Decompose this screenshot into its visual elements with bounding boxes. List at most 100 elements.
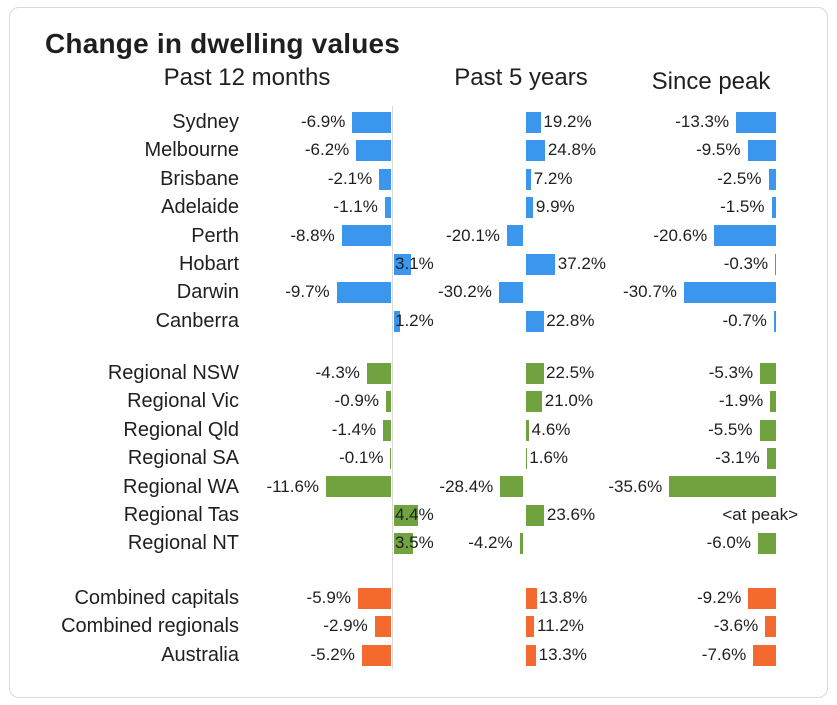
row-label: Darwin — [176, 281, 239, 304]
value-label: -0.3% — [723, 254, 769, 273]
zero-axis-line — [391, 106, 393, 669]
value-bar — [765, 616, 776, 638]
value-bar — [525, 504, 545, 526]
column-header-past-5-years: Past 5 years — [454, 64, 588, 91]
value-bar — [506, 225, 523, 247]
row-label: Canberra — [155, 309, 239, 332]
value-label: 4.6% — [531, 419, 571, 439]
row-label: Adelaide — [161, 196, 239, 219]
value-bar — [736, 111, 776, 133]
value-label: -2.1% — [327, 168, 373, 188]
value-label: 3.1% — [395, 254, 434, 273]
value-bar — [525, 111, 541, 133]
value-label: -0.1% — [339, 448, 384, 468]
value-label: -0.9% — [334, 391, 379, 411]
value-label: -2.5% — [717, 168, 762, 188]
value-label: -35.6% — [608, 476, 663, 496]
row-label: Melbourne — [144, 139, 239, 162]
value-label: 4.4% — [395, 505, 434, 524]
value-label: -20.1% — [446, 225, 500, 245]
value-bar — [714, 225, 776, 247]
value-label: 9.9% — [535, 197, 575, 217]
value-bar — [753, 644, 776, 666]
value-label: -2.9% — [323, 616, 368, 636]
value-label: -7.6% — [701, 644, 747, 664]
value-bar — [393, 533, 414, 555]
value-label: -20.6% — [653, 225, 708, 245]
value-label: -9.7% — [285, 282, 330, 302]
value-bar — [393, 310, 401, 332]
value-label: -30.2% — [437, 282, 492, 302]
value-label: -5.2% — [310, 644, 355, 664]
value-label: -1.1% — [333, 197, 378, 217]
value-label: 23.6% — [546, 505, 596, 524]
value-bar — [768, 168, 776, 190]
value-bar — [771, 196, 776, 218]
row-label: Sydney — [172, 111, 239, 133]
chart-title: Change in dwelling values — [45, 28, 401, 59]
row-label: Combined capitals — [74, 587, 239, 609]
value-label: 7.2% — [533, 168, 573, 188]
value-bar — [525, 196, 534, 218]
value-label: -6.9% — [300, 112, 346, 131]
value-label: 22.8% — [546, 310, 595, 330]
value-bar — [383, 419, 391, 441]
value-label: -5.3% — [708, 363, 754, 382]
column-header-past-12-months: Past 12 months — [163, 64, 331, 91]
value-bar — [747, 140, 776, 162]
value-bar — [525, 140, 546, 162]
value-bar — [759, 419, 776, 441]
value-label: -3.1% — [715, 448, 760, 468]
row-label: Combined regionals — [61, 615, 239, 638]
value-label: -8.8% — [290, 225, 335, 245]
value-label: -9.5% — [696, 140, 741, 160]
row-label: Regional Qld — [123, 418, 239, 441]
value-bar — [525, 616, 535, 638]
value-bar — [525, 419, 530, 441]
value-label: 37.2% — [557, 254, 606, 273]
value-label: 11.2% — [536, 616, 584, 636]
value-label: -6.0% — [706, 533, 751, 553]
value-bar — [525, 362, 544, 384]
value-label: -3.6% — [713, 616, 759, 636]
value-label: -11.6% — [266, 476, 320, 496]
value-label: -1.5% — [720, 197, 765, 217]
value-label: -0.7% — [722, 310, 767, 330]
value-label: 19.2% — [543, 112, 592, 131]
value-label: 21.0% — [544, 391, 593, 411]
value-label: 1.2% — [395, 310, 434, 330]
value-bar — [385, 391, 391, 413]
value-bar — [326, 476, 391, 498]
row-label: Regional SA — [127, 447, 239, 470]
value-bar — [336, 282, 391, 304]
value-bar — [352, 111, 391, 133]
value-bar — [366, 362, 391, 384]
value-label: 24.8% — [547, 140, 597, 160]
value-label: -13.3% — [675, 112, 730, 131]
value-label-special: <at peak> — [722, 505, 798, 524]
value-bar — [525, 447, 527, 469]
value-label: -30.7% — [623, 282, 677, 302]
value-bar — [770, 391, 776, 413]
value-label: -6.2% — [304, 140, 350, 160]
value-bar — [525, 168, 532, 190]
value-bar — [374, 616, 391, 638]
value-bar — [766, 447, 776, 469]
value-bar — [525, 587, 537, 609]
value-label: -5.9% — [306, 588, 351, 607]
row-label: Perth — [191, 224, 239, 247]
value-bar — [357, 587, 391, 609]
value-bar — [525, 391, 543, 413]
value-bar — [525, 310, 544, 332]
value-bar — [390, 447, 391, 469]
row-label: Regional Vic — [127, 390, 239, 413]
value-bar — [384, 196, 391, 218]
row-label: Hobart — [178, 253, 239, 275]
value-bar — [669, 476, 776, 498]
value-bar — [361, 644, 391, 666]
value-bar — [356, 140, 391, 162]
value-bar — [498, 282, 523, 304]
value-bar — [748, 587, 776, 609]
value-label: -4.2% — [468, 533, 513, 553]
value-bar — [393, 253, 411, 275]
